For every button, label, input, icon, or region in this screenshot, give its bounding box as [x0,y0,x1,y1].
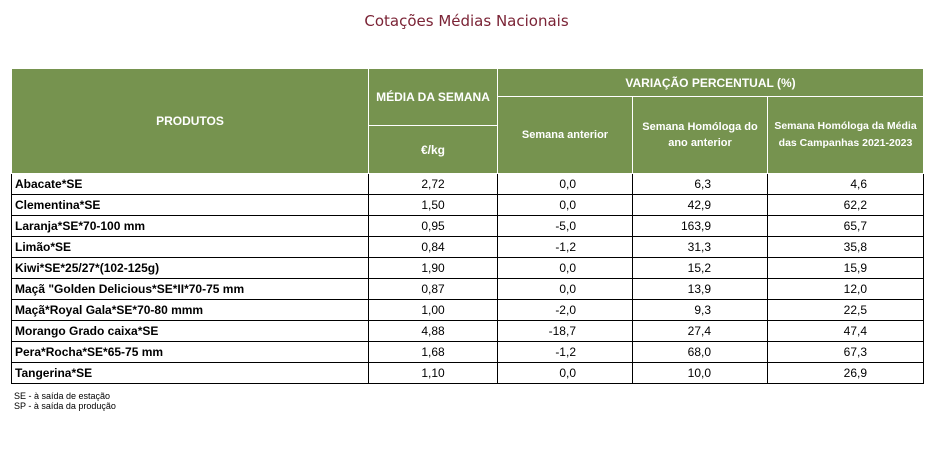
table-row: Laranja*SE*70-100 mm 0,95 -5,0 163,9 65,7 [11,215,925,237]
product-name-cell: Clementina*SE [11,194,369,216]
campaigns-variation-cell: 12,0 [766,278,925,300]
previous-week-header: Semana anterior [497,96,633,174]
price-cell: 1,10 [368,362,498,384]
price-cell: 1,90 [368,257,498,279]
previous-week-variation-cell: -18,7 [497,320,633,342]
previous-year-variation-cell: 9,3 [632,299,768,321]
previous-week-variation-cell: 0,0 [497,173,633,195]
product-name-cell: Tangerina*SE [11,362,369,384]
table-row: Kiwi*SE*25/27*(102-125g) 1,90 0,0 15,2 15,9 [11,257,925,279]
prices-table: PRODUTOS MÉDIA DA SEMANA VARIAÇÃO PERCEN… [11,68,925,384]
table-row: Maçã "Golden Delicious*SE*II*70-75 mm 0,8… [11,278,925,300]
campaigns-variation-cell: 62,2 [766,194,925,216]
previous-year-variation-cell: 31,3 [632,236,768,258]
footnote-se: SE - à saída de estação [14,391,111,401]
campaigns-average-header: Semana Homóloga da Média das Campanhas 2… [766,96,925,174]
unit-header: €/kg [368,125,498,174]
table-row: Clementina*SE 1,50 0,0 42,9 62,2 [11,194,925,216]
table-row: Abacate*SE 2,72 0,0 6,3 4,6 [11,173,925,195]
previous-year-variation-cell: 10,0 [632,362,768,384]
previous-week-variation-cell: -1,2 [497,341,633,363]
product-name-cell: Abacate*SE [11,173,369,195]
footnote-sp: SP - à saída da produção [14,401,116,411]
price-cell: 4,88 [368,320,498,342]
price-cell: 1,00 [368,299,498,321]
campaigns-variation-cell: 47,4 [766,320,925,342]
campaigns-variation-cell: 4,6 [766,173,925,195]
product-name-cell: Pera*Rocha*SE*65-75 mm [11,341,369,363]
previous-year-variation-cell: 42,9 [632,194,768,216]
table-row: Morango Grado caixa*SE 4,88 -18,7 27,4 47,4 [11,320,925,342]
price-cell: 1,50 [368,194,498,216]
price-cell: 2,72 [368,173,498,195]
previous-week-variation-cell: -5,0 [497,215,633,237]
previous-year-variation-cell: 15,2 [632,257,768,279]
table-row: Limão*SE 0,84 -1,2 31,3 35,8 [11,236,925,258]
page-title: Cotações Médias Nacionais [364,12,569,30]
campaigns-variation-cell: 35,8 [766,236,925,258]
table-row: Pera*Rocha*SE*65-75 mm 1,68 -1,2 68,0 67,3 [11,341,925,363]
product-name-cell: Kiwi*SE*25/27*(102-125g) [11,257,369,279]
previous-week-variation-cell: 0,0 [497,278,633,300]
previous-year-variation-cell: 13,9 [632,278,768,300]
price-cell: 0,95 [368,215,498,237]
product-name-cell: Limão*SE [11,236,369,258]
variation-header: VARIAÇÃO PERCENTUAL (%) [496,68,925,97]
campaigns-variation-cell: 65,7 [766,215,925,237]
previous-week-variation-cell: -2,0 [497,299,633,321]
previous-week-variation-cell: -1,2 [497,236,633,258]
product-name-cell: Maçã "Golden Delicious*SE*II*70-75 mm [11,278,369,300]
table-row: Tangerina*SE 1,10 0,0 10,0 26,9 [11,362,925,384]
campaigns-variation-cell: 15,9 [766,257,925,279]
product-name-cell: Laranja*SE*70-100 mm [11,215,369,237]
weekly-average-header: MÉDIA DA SEMANA [368,68,498,126]
campaigns-variation-cell: 22,5 [766,299,925,321]
previous-week-variation-cell: 0,0 [497,194,633,216]
previous-year-variation-cell: 163,9 [632,215,768,237]
product-name-cell: Morango Grado caixa*SE [11,320,369,342]
products-header: PRODUTOS [11,68,369,174]
price-cell: 1,68 [368,341,498,363]
product-name-cell: Maçã*Royal Gala*SE*70-80 mmm [11,299,369,321]
previous-year-header: Semana Homóloga do ano anterior [632,96,768,174]
price-cell: 0,84 [368,236,498,258]
footnotes: SE - à saída de estação SP - à saída da … [14,391,116,411]
previous-year-variation-cell: 27,4 [632,320,768,342]
price-cell: 0,87 [368,278,498,300]
previous-year-variation-cell: 6,3 [632,173,768,195]
previous-week-variation-cell: 0,0 [497,257,633,279]
table-row: Maçã*Royal Gala*SE*70-80 mmm 1,00 -2,0 9,3 2… [11,299,925,321]
previous-week-variation-cell: 0,0 [497,362,633,384]
campaigns-variation-cell: 67,3 [766,341,925,363]
campaigns-variation-cell: 26,9 [766,362,925,384]
previous-year-variation-cell: 68,0 [632,341,768,363]
